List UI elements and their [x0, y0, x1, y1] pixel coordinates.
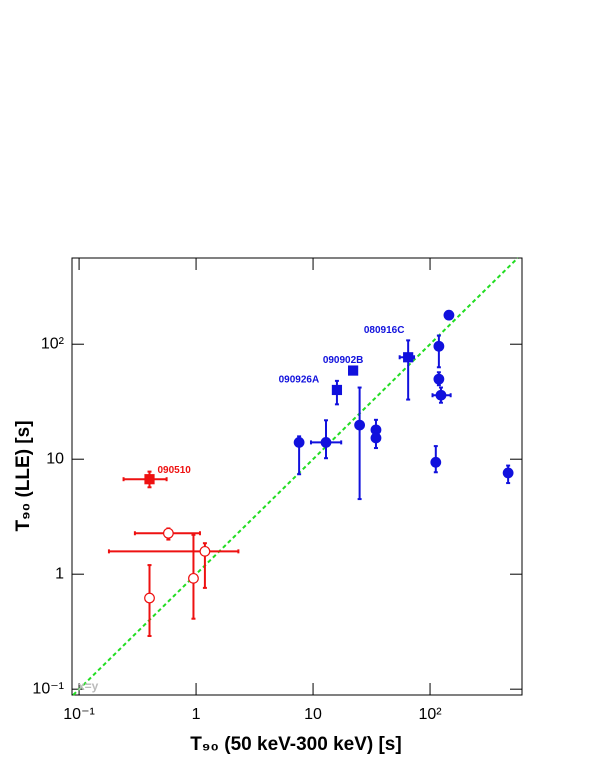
point: [331, 384, 343, 396]
plot-frame: [71, 257, 523, 696]
annotation: 080916C: [364, 325, 405, 336]
annotation: 090926A: [279, 375, 320, 386]
y-tick-label: 10: [46, 450, 64, 467]
x-tick-label: 10: [304, 706, 322, 723]
point: [144, 474, 155, 485]
reference-label: x=y: [78, 679, 99, 693]
point: [430, 456, 442, 468]
x-tick-label: 10²: [418, 706, 442, 723]
reference-line: [72, 257, 519, 696]
x-tick-label: 10⁻¹: [63, 706, 95, 723]
point: [370, 432, 382, 444]
point: [354, 419, 366, 431]
point: [502, 467, 514, 479]
point: [199, 545, 211, 557]
y-tick-label: 10⁻¹: [32, 680, 64, 697]
annotation: 090902B: [323, 355, 364, 366]
point: [320, 436, 332, 448]
point: [403, 352, 414, 363]
y-tick-label: 1: [55, 565, 64, 582]
y-axis-label: T₉₀ (LLE) [s]: [13, 420, 34, 531]
point: [433, 340, 445, 352]
point: [188, 572, 199, 584]
point: [348, 365, 359, 376]
point: [162, 527, 174, 539]
point: [144, 592, 155, 604]
point: [293, 436, 305, 448]
x-tick-label: 1: [192, 706, 201, 723]
point: [443, 309, 455, 321]
point: [433, 373, 445, 385]
point: [435, 389, 447, 401]
annotation: 090510: [158, 465, 192, 476]
x-axis-label: T₉₀ (50 keV-300 keV) [s]: [190, 734, 401, 755]
y-tick-label: 10²: [41, 335, 65, 352]
